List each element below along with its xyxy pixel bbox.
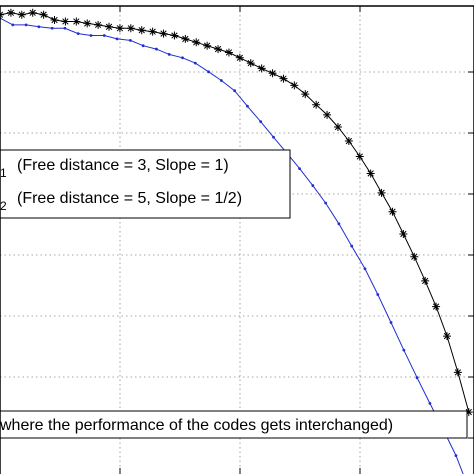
- series-2-point: [155, 47, 158, 51]
- series-2-point: [181, 56, 184, 60]
- series-1-point: [333, 123, 342, 131]
- series-2-point: [207, 70, 210, 74]
- series-1-point: [279, 74, 288, 83]
- series-1-point: [344, 137, 353, 146]
- series-2-point: [76, 32, 80, 35]
- series-1-point: [137, 26, 146, 35]
- series-1-point: [464, 408, 473, 417]
- series-2-point: [115, 37, 119, 41]
- legend-entry-1-subscript: 1: [0, 166, 7, 180]
- series-1-point: [17, 10, 26, 19]
- series-1-point: [432, 302, 441, 311]
- series-1-point: [246, 59, 255, 68]
- series-1-point: [170, 31, 179, 40]
- series-1-point: [115, 24, 124, 33]
- series-2-point: [141, 44, 145, 48]
- series-2-point: [454, 454, 458, 458]
- axis-ticks: [119, 6, 474, 474]
- series-1-point: [214, 45, 223, 54]
- series-2-point: [389, 321, 393, 324]
- series-1-point: [159, 29, 168, 38]
- series-1-point: [203, 41, 212, 50]
- series-2-point: [167, 53, 171, 56]
- series-2-point: [350, 244, 354, 248]
- series-2-point: [272, 135, 275, 139]
- series-1-point: [83, 19, 92, 28]
- series-1-point: [268, 69, 277, 78]
- series-1-point: [28, 8, 37, 17]
- series-2-point: [128, 38, 132, 42]
- series-2-point: [233, 89, 237, 93]
- series-1-point: [355, 152, 364, 161]
- legend-box: [0, 149, 291, 219]
- series-2-point: [311, 184, 315, 187]
- series-1-point: [148, 27, 157, 36]
- series-2-point: [298, 167, 301, 171]
- series-1-point: [235, 53, 244, 62]
- series-1-point: [421, 276, 430, 285]
- series-2-point: [324, 201, 328, 205]
- series-1-point: [453, 368, 462, 377]
- series-1-point: [301, 90, 310, 99]
- series-2-point: [50, 26, 54, 30]
- series-2-point: [402, 348, 406, 352]
- legend-entry-2-subscript: 2: [0, 199, 7, 213]
- series-2-point: [11, 23, 15, 27]
- series-2-point: [259, 120, 263, 124]
- series-1-point: [39, 10, 48, 19]
- series-2-point: [219, 79, 223, 82]
- series-2-point: [428, 401, 432, 405]
- series-1-point: [50, 16, 59, 25]
- series-1-point: [257, 64, 266, 73]
- series-1-point: [290, 81, 299, 90]
- series-1-point: [224, 48, 233, 57]
- series-2-point: [193, 61, 197, 65]
- series-1-point: [388, 207, 397, 216]
- series-1-point: [377, 188, 386, 197]
- series-2-point: [363, 267, 367, 271]
- series-1-point: [72, 17, 81, 26]
- legend-entry-2-label: (Free distance = 5, Slope = 1/2): [17, 190, 242, 207]
- series-2-point: [337, 222, 341, 226]
- grid: [0, 6, 474, 474]
- series-1-point: [442, 332, 451, 341]
- legend-entry-1-label: (Free distance = 3, Slope = 1): [17, 157, 229, 174]
- series-2-point: [89, 34, 93, 37]
- series-1: [0, 8, 473, 417]
- series-2-point: [37, 25, 41, 29]
- series-2-point: [63, 26, 67, 30]
- annotation: where the performance of the codes gets …: [0, 410, 468, 439]
- series-1-point: [181, 34, 190, 43]
- series-1-point: [61, 17, 70, 26]
- series-layer: [0, 8, 473, 474]
- series-1-point: [126, 24, 135, 33]
- series-1-point: [399, 229, 408, 238]
- series-2-point: [376, 293, 380, 296]
- annotation-text: where the performance of the codes gets …: [0, 417, 393, 434]
- series-1-point: [105, 22, 114, 31]
- series-1-point: [323, 110, 332, 119]
- annotation-box: [0, 410, 468, 439]
- series-2-point: [246, 104, 249, 108]
- series-1-point: [366, 169, 375, 178]
- legend: 1 (Free distance = 3, Slope = 1) 2 (Free…: [0, 149, 291, 219]
- series-2: [0, 16, 464, 474]
- series-2-point: [24, 23, 28, 27]
- series-1-point: [94, 20, 103, 29]
- series-2-point: [415, 376, 419, 380]
- plot-frame: [0, 5, 474, 474]
- series-2-point: [102, 34, 106, 37]
- series-1-point: [410, 252, 419, 261]
- series-1-point: [6, 8, 15, 17]
- series-1-point: [192, 38, 201, 47]
- series-1-point: [312, 100, 321, 109]
